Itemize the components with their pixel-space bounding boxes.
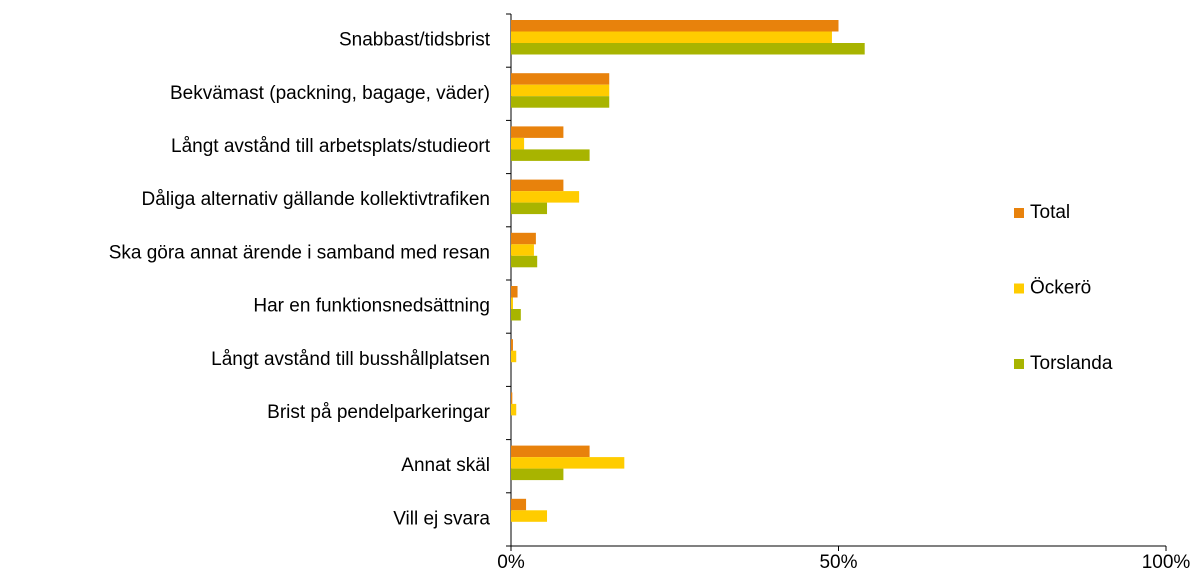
bar — [511, 73, 610, 85]
category-label: Långt avstånd till busshållplatsen — [211, 349, 490, 370]
bar — [511, 255, 538, 268]
bar — [511, 468, 564, 481]
x-tick-label: 100% — [1142, 552, 1191, 573]
category-label: Brist på pendelparkeringar — [267, 402, 491, 423]
bar — [511, 232, 536, 245]
bar — [511, 403, 517, 416]
legend-label: Torslanda — [1030, 353, 1113, 374]
category-label: Bekvämast (packning, bagage, väder) — [170, 83, 490, 104]
bar — [511, 126, 564, 138]
bar — [511, 309, 521, 321]
category-label: Har en funktionsnedsättning — [253, 296, 490, 317]
bar — [511, 96, 610, 108]
category-label: Ska göra annat ärende i samband med resa… — [109, 242, 490, 263]
bar — [511, 457, 625, 469]
category-label: Dåliga alternativ gällande kollektivtraf… — [141, 189, 490, 210]
bar — [511, 31, 832, 43]
x-tick-label: 50% — [819, 552, 857, 573]
bar — [511, 137, 525, 150]
bar — [511, 445, 590, 458]
bar — [511, 20, 839, 32]
bar — [511, 286, 518, 298]
legend-swatch — [1014, 283, 1024, 294]
legend-label: Öckerö — [1030, 278, 1091, 299]
bar — [511, 510, 548, 522]
category-label: Långt avstånd till arbetsplats/studieort — [171, 136, 491, 157]
category-label: Vill ej svara — [393, 508, 490, 529]
bar — [511, 179, 564, 192]
bar — [511, 202, 548, 215]
x-tick-label: 0% — [497, 552, 525, 573]
bar — [511, 149, 590, 161]
bar — [511, 191, 580, 203]
legend-label: Total — [1030, 202, 1070, 223]
bar — [511, 297, 513, 309]
legend-swatch — [1014, 359, 1024, 369]
category-label: Annat skäl — [401, 455, 490, 476]
bar — [511, 244, 534, 256]
legend-swatch — [1014, 208, 1024, 218]
bar — [511, 43, 865, 55]
bar — [511, 84, 610, 97]
bar — [511, 392, 513, 404]
bar — [511, 339, 513, 351]
bar — [511, 350, 517, 363]
bar — [511, 498, 527, 511]
category-label: Snabbast/tidsbrist — [339, 30, 491, 51]
